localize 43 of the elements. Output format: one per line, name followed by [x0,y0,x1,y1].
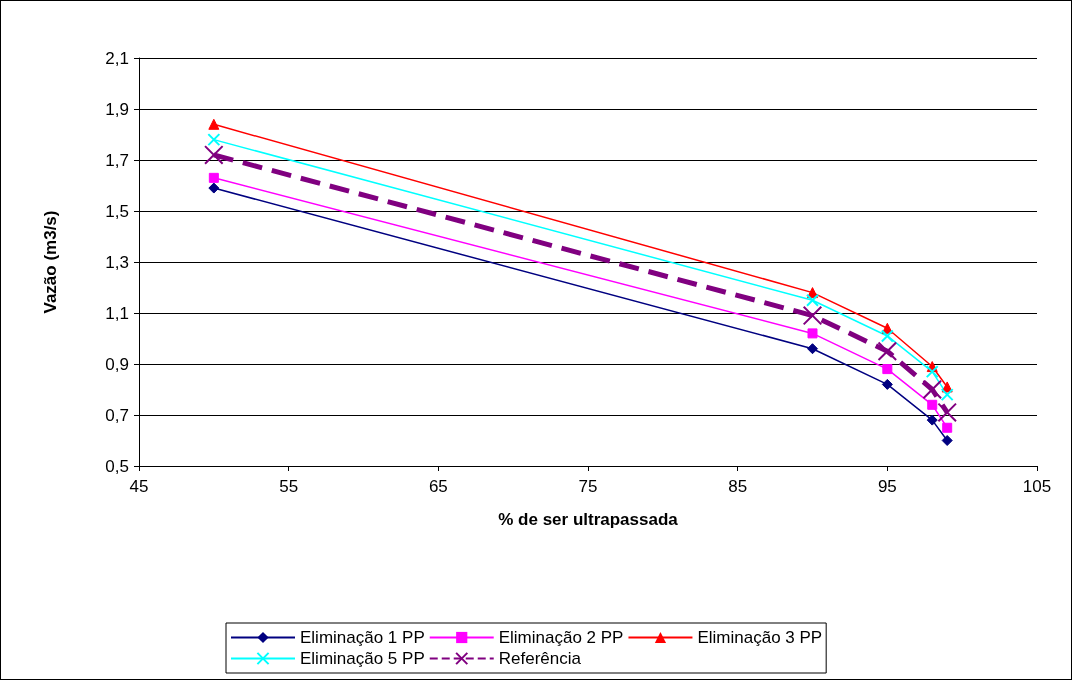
y-tick-label: 1,3 [105,252,129,272]
point [925,365,939,379]
legend-label: Eliminação 3 PP [697,628,823,647]
legend-label: Eliminação 5 PP [300,649,425,668]
point [882,364,893,375]
x-tick-label: 55 [279,477,299,496]
point [807,328,818,339]
point [208,182,220,194]
y-tick-label: 1,9 [105,99,129,119]
point [204,145,224,165]
y-tick-label: 1,1 [105,303,129,323]
x-tick-label: 105 [1022,477,1052,496]
x-tick-label: 75 [578,477,598,496]
point [807,343,818,355]
y-tick-label: 2,1 [105,48,129,68]
point [927,399,938,410]
point [941,435,953,446]
point [880,329,894,343]
x-axis-title: % de ser ultrapassada [498,510,679,529]
point [877,341,898,362]
x-tick-label: 85 [728,477,748,496]
point [208,118,220,130]
point [926,414,938,426]
y-tick-label: 1,7 [105,150,129,170]
x-tick-label: 65 [428,477,448,496]
y-tick-label: 0,5 [105,456,129,476]
point [881,378,893,390]
legend-label: Eliminação 2 PP [498,628,624,647]
point [207,133,221,147]
y-tick-label: 1,5 [105,201,129,221]
y-axis-title: Vazão (m3/s) [41,210,60,314]
legend-label: Eliminação 1 PP [300,628,425,647]
x-tick-label: 95 [877,477,897,496]
point [940,388,954,402]
point [802,305,823,326]
x-tick-label: 45 [129,477,149,496]
y-tick-label: 0,9 [105,354,129,374]
point [806,293,819,307]
point [942,422,953,433]
legend-label: Referência [498,649,582,668]
point [208,172,219,183]
y-tick-label: 0,7 [105,405,129,425]
point [937,402,957,423]
